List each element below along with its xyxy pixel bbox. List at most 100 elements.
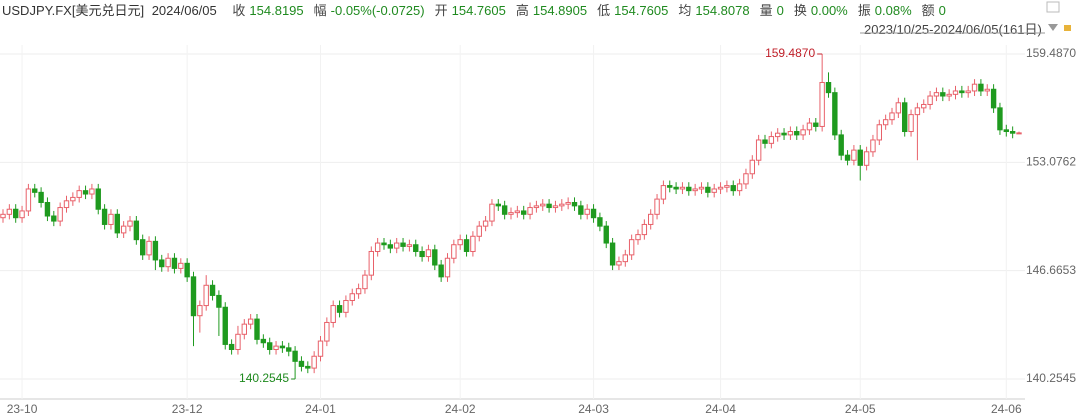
candle-body (978, 83, 984, 92)
stat-label: 低 (597, 3, 611, 18)
candle-body (965, 90, 971, 94)
candle-body (648, 213, 654, 225)
candle-body (101, 208, 108, 225)
candle-body (438, 264, 444, 278)
candle-body (800, 129, 806, 136)
stat-label: 收 (232, 3, 246, 18)
candle-body (0, 213, 6, 219)
candle-body (159, 259, 165, 268)
candle-body (743, 173, 749, 185)
candle-body (190, 276, 197, 317)
lock-icon[interactable] (1064, 25, 1071, 31)
candle-body (628, 239, 635, 256)
candle-body (413, 244, 419, 252)
candle-body (654, 198, 660, 215)
candle-body (381, 242, 387, 246)
candle-body (419, 250, 425, 258)
stat-value: 0.00% (810, 3, 848, 18)
candle-body (247, 318, 254, 325)
candle-body (336, 305, 343, 313)
candle-body (311, 355, 317, 369)
candle-body (13, 208, 19, 219)
x-tick-label: 23-12 (172, 402, 203, 416)
dropdown-icon[interactable] (1048, 24, 1058, 31)
candle-body (762, 139, 768, 144)
stat-label: 均 (678, 3, 692, 18)
candle-body (755, 139, 762, 161)
candle-body (279, 345, 286, 349)
candle-body (216, 294, 222, 308)
x-tick-label: 24-01 (305, 402, 336, 416)
candle-body (1016, 132, 1022, 135)
stat-value: 154.8078 (695, 3, 750, 18)
candle-body (25, 188, 32, 212)
candle-body (298, 360, 305, 367)
candle-body (508, 212, 514, 215)
candle-body (51, 215, 57, 222)
stat-value: 154.7605 (614, 3, 669, 18)
candle-body (209, 284, 216, 296)
candle-body (971, 83, 978, 92)
candle-body (521, 210, 527, 215)
candle-body (241, 323, 248, 335)
candle-body (927, 95, 933, 105)
candle-body (946, 93, 952, 97)
stat-label: 额 (921, 3, 935, 18)
candle-body (959, 90, 965, 94)
candle-body (152, 240, 159, 261)
y-tick-label: 146.6653 (1026, 263, 1076, 277)
candle-body (768, 136, 775, 144)
candle-body (457, 239, 463, 246)
candle-body (857, 149, 863, 166)
stat-value: -0.05%(-0.0725) (330, 3, 425, 18)
candle-body (470, 235, 476, 252)
candle-body (501, 205, 508, 215)
candle-body (794, 131, 800, 136)
candle-body (984, 88, 990, 92)
y-tick-label: 140.2545 (1026, 371, 1076, 385)
candle-body (343, 299, 349, 313)
candle-body (114, 213, 120, 234)
candle-body (489, 203, 495, 222)
candle-body (387, 244, 394, 249)
candle-body (933, 92, 940, 97)
candle-body (749, 159, 755, 175)
candle-body (400, 242, 406, 247)
candle-body (730, 185, 736, 192)
candle-body (781, 132, 787, 136)
candle-body (292, 350, 298, 362)
candle-body (806, 122, 813, 131)
candle-body (622, 254, 628, 263)
candle-body (222, 306, 228, 345)
candle-body (590, 208, 597, 219)
candle-body (546, 203, 552, 209)
symbol: USDJPY.FX[美元兑日元] (2, 3, 145, 18)
candle-body (133, 220, 140, 241)
stat-label: 振 (857, 3, 871, 18)
x-tick-label: 24-06 (991, 402, 1022, 416)
candle-body (349, 293, 355, 301)
candle-body (146, 240, 152, 256)
annotation-label: 159.4870 (765, 46, 815, 60)
stat-label: 幅 (313, 3, 327, 18)
candle-body (997, 107, 1003, 131)
candle-body (127, 220, 133, 227)
candle-body (317, 340, 324, 357)
x-tick-label: 24-02 (445, 402, 476, 416)
candle-body (425, 249, 432, 258)
stat-value: 0.08% (874, 3, 912, 18)
stat-label: 高 (515, 3, 529, 18)
candle-body (838, 134, 844, 156)
candle-body (717, 186, 724, 190)
candle-body (895, 102, 902, 114)
candle-body (679, 186, 686, 190)
candle-body (355, 288, 362, 295)
candle-body (368, 250, 375, 276)
candle-body (705, 186, 711, 193)
stat-value: 154.8195 (249, 3, 304, 18)
settings-icon[interactable] (1046, 1, 1060, 13)
candle-body (63, 200, 70, 209)
candle-body (641, 223, 648, 236)
candle-body (1009, 131, 1016, 134)
